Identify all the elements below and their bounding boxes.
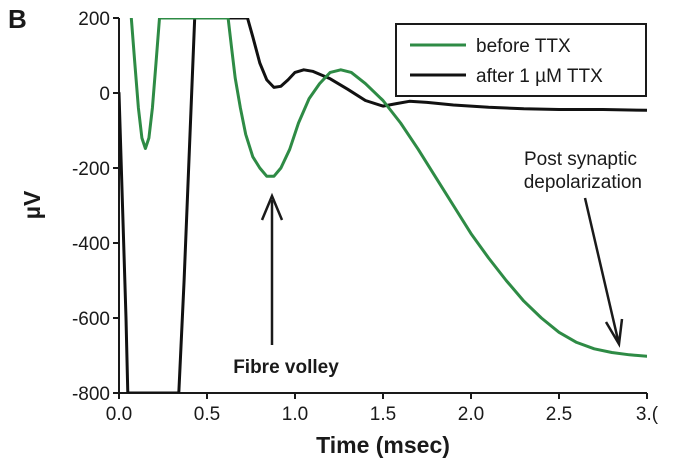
x-tick-label: 2.0 bbox=[458, 404, 484, 425]
post-synaptic-label-line2: depolarization bbox=[524, 172, 642, 193]
y-tick-label: -200 bbox=[72, 159, 110, 180]
post-synaptic-arrowhead bbox=[604, 318, 624, 348]
legend-label-after-ttx: after 1 µM TTX bbox=[476, 66, 603, 87]
legend: before TTX after 1 µM TTX bbox=[395, 23, 647, 97]
legend-label-before-ttx: before TTX bbox=[476, 36, 571, 57]
post-synaptic-arrow-shaft bbox=[583, 197, 620, 341]
x-tick-label: 0.0 bbox=[106, 404, 132, 425]
y-tick-label: -600 bbox=[72, 309, 110, 330]
x-tick-label: 3.( bbox=[636, 404, 659, 425]
panel-label: B bbox=[8, 4, 27, 34]
y-axis-title: µV bbox=[19, 190, 45, 219]
legend-box bbox=[395, 23, 647, 97]
y-tick-label: -400 bbox=[72, 234, 110, 255]
fibre-volley-label: Fibre volley bbox=[233, 357, 339, 378]
y-tick-label: 0 bbox=[99, 84, 110, 105]
y-tick-label: -800 bbox=[72, 384, 110, 405]
x-ticks: 0.0 0.5 1.0 1.5 2.0 2.5 3.( bbox=[106, 393, 659, 425]
y-ticks: 200 0 -200 -400 -600 -800 bbox=[72, 9, 119, 405]
post-synaptic-label-line1: Post synaptic bbox=[524, 149, 637, 170]
fibre-volley-arrowhead bbox=[260, 192, 284, 221]
x-axis-title: Time (msec) bbox=[316, 432, 450, 458]
series-lines bbox=[119, 18, 647, 393]
annotation-post-synaptic: Post synaptic depolarization bbox=[524, 149, 642, 348]
x-tick-label: 2.5 bbox=[546, 404, 572, 425]
y-tick-label: 200 bbox=[78, 9, 110, 30]
series-line-after-ttx bbox=[119, 18, 647, 393]
x-tick-label: 0.5 bbox=[194, 404, 220, 425]
annotation-fibre-volley: Fibre volley bbox=[233, 192, 339, 378]
x-tick-label: 1.5 bbox=[370, 404, 396, 425]
x-tick-label: 1.0 bbox=[282, 404, 308, 425]
series-line-before-ttx bbox=[129, 18, 647, 358]
